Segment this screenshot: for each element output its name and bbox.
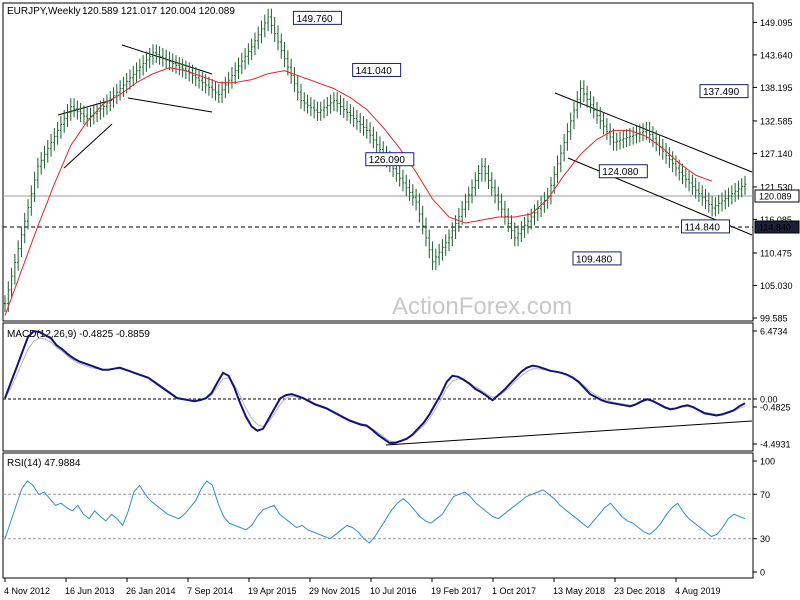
annotation-box [699,84,749,99]
annotation-box [292,10,342,25]
time-tick-label: 7 Sep 2014 [187,586,233,596]
price-annotation: 114.840 [681,219,731,234]
price-panel-frame [2,2,754,322]
time-tick-label: 29 Nov 2015 [309,586,360,596]
time-tick-label: 16 Jun 2013 [65,586,115,596]
time-tick-label: 26 Jan 2014 [126,586,176,596]
time-tick-label: 13 May 2018 [553,586,605,596]
rsi-label: RSI(14) 47.9884 [7,458,81,469]
macd-panel-frame [2,322,754,452]
price-tick-label: 149.095 [760,18,793,28]
macd-tick-label: 0.00 [760,395,778,405]
price-axis: 149.095 143.640 138.195 132.585 127.140 121.5… [753,18,800,324]
price-tick-label: 110.475 [760,248,792,258]
support-price-label: 114.840 [759,223,791,233]
rsi-tick-label: 100 [760,457,775,467]
price-tick-label: 99.585 [760,314,788,324]
annotation-box [352,62,402,77]
current-price-label: 120.089 [759,192,792,202]
macd-trend-line [385,420,753,446]
rsi-line [4,480,746,544]
price-annotation: 126.090 [365,152,415,167]
annotation-box [681,219,731,234]
price-annotation: 149.760 [292,10,342,25]
macd-tick-label: -0.4825 [760,403,791,413]
time-tick-label: 19 Apr 2015 [248,586,297,596]
macd-tick-label: 6.4734 [760,327,788,337]
upper-channel-line [554,92,753,173]
price-tick-label: 116.085 [760,215,792,225]
annotation-label: 124.080 [602,167,639,178]
price-tick-label: 138.195 [760,83,793,93]
chart-title: EURJPY,Weekly [7,6,81,17]
macd-axis: 6.4734 0.00-0.4825 -4.4931 [753,327,791,450]
price-annotation: 141.040 [352,62,402,77]
annotation-box [598,164,648,179]
annotation-label: 137.490 [703,87,740,98]
annotation-label: 114.840 [685,222,721,233]
support-price-box [754,220,800,234]
price-tick-label: 127.140 [760,149,793,159]
moving-average-line [4,67,713,316]
macd-label: MACD(12,26,9) -0.4825 -0.8859 [7,329,150,340]
price-tick-label: 105.030 [760,281,793,291]
time-tick-label: 23 Dec 2018 [614,586,665,596]
rsi-layer [3,480,753,544]
annotation-label: 109.480 [576,254,613,265]
annotation-box [572,251,622,266]
time-tick-label: 19 Feb 2017 [431,586,482,596]
rsi-tick-label: 0 [760,568,765,578]
macd-layer [4,330,746,444]
rsi-tick-label: 70 [760,490,770,500]
price-annotations-layer: 149.760 141.040 126.090 124.080 114.840 109.4… [292,10,749,266]
annotation-box [365,152,415,167]
macd-tick-label: -4.4931 [760,440,791,450]
price-series-layer [3,8,747,316]
price-annotation: 109.480 [572,251,622,266]
watermark: ActionForex.com [392,293,572,320]
time-axis: 4 Nov 2012 16 Jun 2013 26 Jan 2014 7 Sep 20… [4,578,721,596]
annotation-label: 126.090 [369,155,406,166]
price-tick-label: 132.585 [760,116,793,126]
price-tick-label: 143.640 [760,50,793,60]
current-price-box [754,189,800,203]
time-tick-label: 1 Oct 2017 [492,586,536,596]
price-tick-label: 121.530 [760,182,793,192]
macd-line [4,330,746,444]
rsi-tick-label: 30 [760,534,770,544]
time-tick-label: 4 Nov 2012 [4,586,50,596]
annotation-label: 141.040 [356,66,393,77]
rsi-panel-frame [2,452,754,579]
triangle-lower-line [127,97,213,113]
time-tick-label: 4 Aug 2019 [675,586,721,596]
rsi-axis: 100 70 30 0 [753,457,775,578]
wedge-lower-line [63,123,113,169]
ohlc-header: 120.589 121.017 120.004 120.089 [82,6,235,17]
price-annotation: 124.080 [598,164,648,179]
time-tick-label: 10 Jul 2016 [370,586,417,596]
annotation-label: 149.760 [296,14,333,25]
price-annotation: 137.490 [699,84,749,99]
